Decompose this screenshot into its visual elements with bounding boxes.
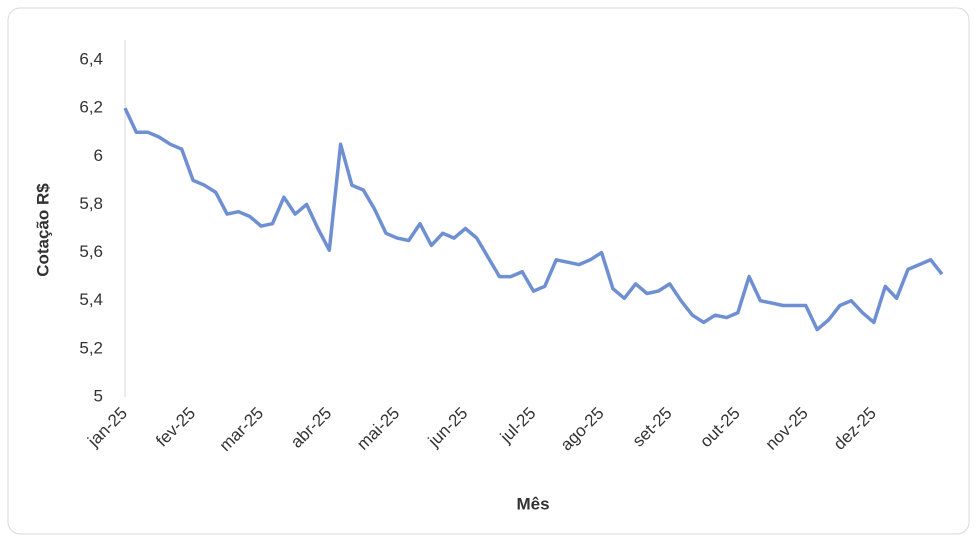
y-tick-label: 5	[94, 386, 103, 405]
y-axis-title: Cotação R$	[33, 183, 52, 277]
y-tick-label: 5,8	[79, 194, 103, 213]
y-tick-label: 5,6	[79, 242, 103, 261]
y-tick-label: 5,4	[79, 290, 103, 309]
x-axis-title: Mês	[516, 494, 549, 513]
chart-border	[7, 7, 970, 535]
data-line	[123, 107, 944, 332]
y-tick-label: 6	[94, 146, 103, 165]
y-tick-label: 6,2	[79, 98, 103, 117]
y-tick-label: 5,2	[79, 338, 103, 357]
y-tick-label: 6,4	[79, 49, 103, 68]
